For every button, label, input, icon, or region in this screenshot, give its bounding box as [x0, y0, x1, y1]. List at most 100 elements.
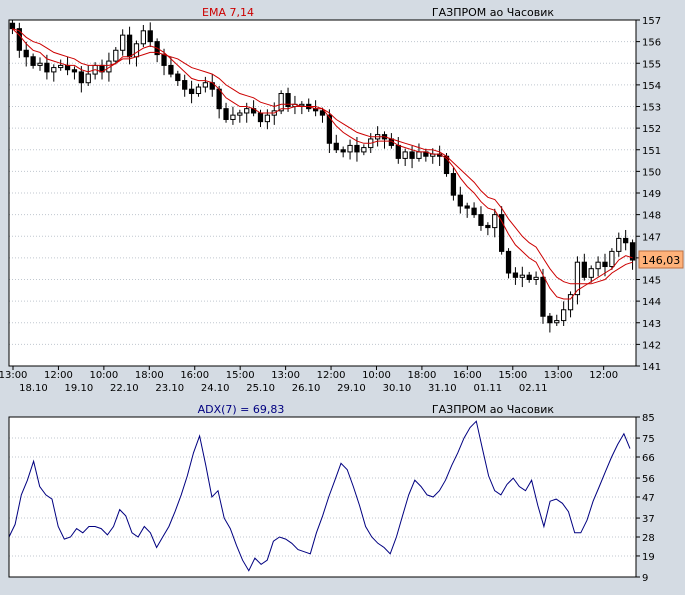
candle-body	[230, 114, 236, 120]
adx-y-tick-label: 56	[642, 474, 655, 485]
candle-body	[278, 93, 284, 112]
candle-body	[188, 88, 195, 95]
candle-body	[244, 108, 250, 114]
last-price-tag: 146,03	[638, 250, 684, 269]
candle-body	[202, 82, 209, 88]
price-y-tick-label: 155	[642, 59, 661, 70]
adx-plot-area	[9, 417, 636, 577]
price-y-tick-label: 151	[642, 146, 661, 157]
candle-body	[264, 114, 271, 123]
x-tick-date: 24.10	[201, 383, 230, 394]
candle-body	[623, 237, 629, 244]
price-y-axis: 1571561551541531521511501491481471461451…	[636, 16, 661, 373]
adx-y-tick-label: 19	[642, 552, 655, 563]
candle-body	[37, 62, 43, 66]
x-tick-time: 16:00	[453, 370, 482, 381]
x-tick-date: 31.10	[428, 383, 457, 394]
candle-body	[113, 49, 119, 62]
adx-chart-title: ADX(7) = 69,83	[198, 403, 285, 416]
price-y-tick-label: 150	[642, 167, 661, 178]
adx-y-tick-label: 66	[642, 453, 655, 464]
price-y-tick-label: 148	[642, 211, 661, 222]
candle-body	[561, 309, 567, 322]
adx-y-tick-label: 75	[642, 434, 655, 445]
candle-body	[361, 147, 367, 153]
adx-y-tick-label: 9	[642, 573, 648, 584]
candle-body	[299, 103, 305, 107]
price-y-tick-label: 154	[642, 81, 661, 92]
price-y-tick-label: 147	[642, 232, 661, 243]
candle-body	[595, 261, 601, 270]
candle-body	[64, 64, 71, 71]
x-tick-time: 15:00	[498, 370, 527, 381]
last-price-value: 146,03	[642, 254, 681, 267]
candle-body	[602, 261, 608, 268]
candle-body	[450, 173, 457, 196]
price-y-tick-label: 145	[642, 276, 661, 287]
candle-body	[133, 43, 140, 58]
candle-body	[402, 151, 408, 159]
x-tick-date: 01.11	[473, 383, 502, 394]
candle-body	[581, 261, 587, 278]
candle-body	[547, 315, 553, 324]
x-tick-date: 19.10	[65, 383, 94, 394]
candle-body	[223, 108, 229, 120]
candle-body	[147, 30, 153, 43]
x-tick-time: 13:00	[544, 370, 573, 381]
candle-body	[457, 194, 463, 207]
candle-body	[492, 214, 498, 229]
adx-line	[8, 420, 631, 572]
x-tick-date: 25.10	[246, 383, 275, 394]
candle-body	[340, 149, 346, 153]
x-tick-time: 12:00	[589, 370, 618, 381]
candle-body	[609, 250, 615, 268]
candle-body	[395, 144, 401, 159]
candle-body	[616, 237, 622, 252]
candle-body	[485, 224, 491, 229]
candle-body	[216, 88, 222, 110]
x-tick-time: 12:00	[44, 370, 73, 381]
candle-body	[78, 71, 84, 84]
candle-body	[161, 54, 167, 66]
price-y-tick-label: 144	[642, 297, 661, 308]
adx-y-tick-label: 28	[642, 533, 655, 544]
candle-body	[478, 214, 484, 226]
price-y-tick-label: 141	[642, 362, 661, 373]
candle-body	[140, 30, 146, 45]
candle-body	[85, 73, 91, 84]
candle-body	[533, 276, 539, 280]
candle-body	[326, 114, 333, 144]
candle-body	[588, 268, 594, 278]
candle-body	[182, 80, 188, 90]
candle-body	[30, 56, 36, 66]
candle-body	[540, 276, 546, 317]
x-tick-time: 18:00	[407, 370, 436, 381]
x-tick-date: 18.10	[19, 383, 48, 394]
price-y-tick-label: 143	[642, 319, 661, 330]
x-tick-date: 02.11	[519, 383, 548, 394]
adx-y-tick-label: 85	[642, 413, 655, 424]
candle-body	[554, 320, 560, 324]
candle-body	[629, 242, 636, 261]
adx-grid	[9, 437, 636, 557]
candle-body	[23, 49, 29, 58]
x-tick-date: 26.10	[292, 383, 321, 394]
ema-14-line	[12, 28, 633, 285]
x-tick-time: 10:00	[362, 370, 391, 381]
x-tick-time: 13:00	[271, 370, 300, 381]
candle-body	[416, 151, 422, 159]
x-tick-date: 29.10	[337, 383, 366, 394]
candle-body	[9, 22, 16, 30]
candle-body	[319, 110, 326, 116]
candle-body	[168, 64, 174, 75]
candle-body	[175, 73, 181, 82]
last-price-tag-box	[638, 250, 684, 269]
candle-body	[499, 214, 505, 252]
candle-body	[333, 142, 339, 151]
x-tick-time: 12:00	[317, 370, 346, 381]
candle-body	[519, 274, 525, 278]
candle-body	[574, 261, 581, 296]
x-tick-time: 10:00	[89, 370, 118, 381]
